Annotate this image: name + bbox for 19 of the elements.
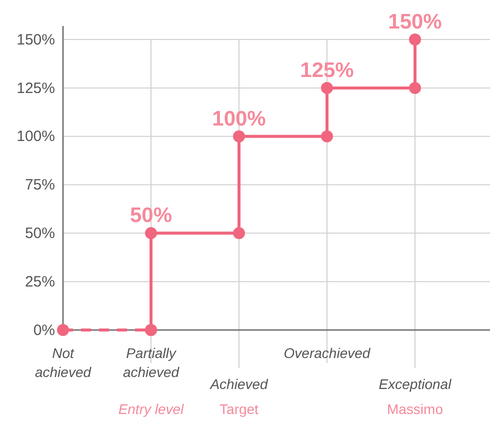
y-tick-label: 25% — [24, 273, 55, 290]
data-label: 125% — [300, 58, 354, 82]
y-tick-label: 0% — [33, 322, 55, 339]
y-tick-label: 75% — [24, 176, 55, 194]
y-tick-label: 100% — [16, 128, 55, 146]
data-label: 150% — [388, 10, 442, 34]
data-label: 100% — [212, 107, 266, 130]
x-tick-label: Achieved — [209, 376, 270, 392]
x-tick-label: Exceptional — [378, 376, 452, 392]
text: Entry level — [118, 401, 185, 417]
x-tick-label: Not achieved — [34, 345, 92, 380]
text: Massimo — [386, 401, 444, 417]
y-tick-label: 150% — [16, 31, 55, 48]
x-tick-label: Partially achieved — [122, 345, 180, 380]
y-tick-label: 50% — [24, 224, 55, 242]
x-tick-label: Overachieved — [284, 345, 372, 361]
y-tick-label: 125% — [16, 80, 55, 97]
text: Target — [220, 401, 259, 417]
data-label: 50% — [130, 204, 172, 228]
